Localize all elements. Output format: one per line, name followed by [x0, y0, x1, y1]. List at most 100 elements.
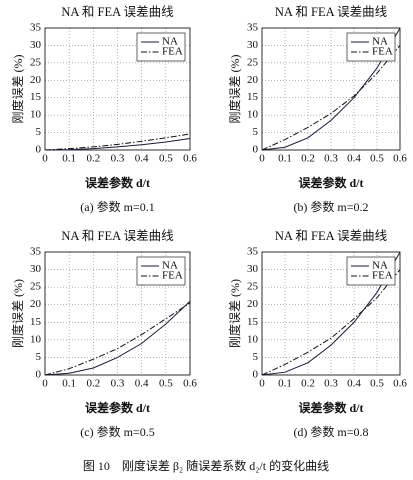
chart-title: NA 和 FEA 误差曲线	[61, 229, 174, 243]
data-line	[261, 251, 401, 376]
x-tick-label: 0	[259, 378, 265, 390]
y-tick-label: 20	[247, 298, 259, 310]
y-tick-label: 5	[253, 126, 259, 138]
y-tick-label: 0	[36, 369, 42, 381]
x-tick-label: 0.1	[278, 378, 292, 390]
y-tick-label: 25	[30, 281, 42, 293]
x-tick-label: 0	[42, 153, 48, 165]
data-line	[44, 138, 191, 151]
y-tick-label: 20	[247, 74, 259, 86]
plot-frame	[44, 251, 191, 376]
legend-box	[136, 32, 186, 62]
legend-label: FEA	[162, 46, 183, 58]
x-tick-label: 0.4	[347, 153, 361, 165]
y-tick-label: 25	[30, 56, 42, 68]
data-line	[44, 300, 191, 376]
x-tick-label: 0.6	[393, 378, 407, 390]
y-tick-label: 15	[30, 91, 42, 103]
x-tick-label: 0.1	[62, 153, 76, 165]
legend-box	[136, 256, 186, 286]
panel-caption: (a) 参数 m=0.1	[80, 199, 154, 214]
figure-caption: 图 10 刚度误差 β₂ 随误差系数 d₂/t 的变化曲线	[83, 458, 329, 473]
x-tick-label: 0.4	[135, 153, 149, 165]
x-tick-label: 0.5	[370, 153, 384, 165]
y-tick-label: 0	[253, 369, 259, 381]
panel-caption: (c) 参数 m=0.5	[80, 424, 154, 439]
y-axis-label: 刚度误差 (%)	[10, 279, 25, 348]
x-tick-label: 0.5	[159, 378, 173, 390]
x-tick-label: 0	[259, 153, 265, 165]
y-tick-label: 25	[247, 56, 259, 68]
legend-box	[346, 256, 396, 286]
data-line	[261, 269, 401, 376]
x-tick-label: 0.1	[62, 378, 76, 390]
y-tick-label: 35	[30, 22, 42, 34]
y-tick-label: 5	[36, 126, 42, 138]
x-tick-label: 0.2	[86, 153, 100, 165]
x-tick-label: 0.6	[393, 153, 407, 165]
chart-title: NA 和 FEA 误差曲线	[275, 5, 388, 19]
y-tick-label: 30	[247, 263, 259, 275]
y-tick-label: 35	[247, 246, 259, 258]
legend-box	[346, 32, 396, 62]
y-tick-label: 30	[30, 39, 42, 51]
y-tick-label: 35	[30, 246, 42, 258]
data-line	[261, 45, 401, 151]
x-axis-label: 误差参数 d/t	[85, 400, 150, 415]
chart-title: NA 和 FEA 误差曲线	[275, 229, 388, 243]
x-tick-label: 0.4	[135, 378, 149, 390]
x-tick-label: 0.5	[370, 378, 384, 390]
y-tick-label: 30	[247, 39, 259, 51]
x-tick-label: 0.3	[324, 153, 338, 165]
x-tick-label: 0.2	[301, 153, 315, 165]
x-tick-label: 0.6	[183, 378, 197, 390]
panel-caption: (b) 参数 m=0.2	[293, 199, 368, 214]
y-tick-label: 15	[30, 316, 42, 328]
y-tick-label: 10	[247, 333, 259, 345]
legend-label: NA	[372, 260, 388, 272]
legend-label: NA	[162, 260, 178, 272]
x-tick-label: 0.3	[111, 153, 125, 165]
plot-frame	[261, 251, 401, 376]
legend-label: FEA	[372, 46, 393, 58]
legend-label: FEA	[372, 270, 393, 282]
y-tick-label: 0	[253, 144, 259, 156]
plot-frame	[44, 27, 191, 151]
x-tick-label: 0.3	[324, 378, 338, 390]
y-tick-label: 5	[253, 351, 259, 363]
x-tick-label: 0.1	[278, 153, 292, 165]
x-tick-label: 0.2	[301, 378, 315, 390]
y-tick-label: 5	[36, 351, 42, 363]
y-axis-label: 刚度误差 (%)	[10, 55, 25, 124]
data-line	[261, 27, 401, 151]
y-tick-label: 0	[36, 144, 42, 156]
data-line	[44, 302, 191, 376]
legend-label: NA	[162, 36, 178, 48]
y-tick-label: 10	[247, 109, 259, 121]
y-axis-label: 刚度误差 (%)	[227, 279, 242, 348]
y-tick-label: 20	[30, 74, 42, 86]
plot-frame	[261, 27, 401, 151]
legend-label: FEA	[162, 270, 183, 282]
y-tick-label: 15	[247, 91, 259, 103]
y-tick-label: 20	[30, 298, 42, 310]
x-axis-label: 误差参数 d/t	[298, 400, 363, 415]
y-tick-label: 10	[30, 109, 42, 121]
y-axis-label: 刚度误差 (%)	[227, 55, 242, 124]
x-tick-label: 0.6	[183, 153, 197, 165]
x-axis-label: 误差参数 d/t	[85, 175, 150, 190]
chart-title: NA 和 FEA 误差曲线	[61, 5, 174, 19]
y-tick-label: 10	[30, 333, 42, 345]
y-tick-label: 35	[247, 22, 259, 34]
x-axis-label: 误差参数 d/t	[298, 175, 363, 190]
y-tick-label: 15	[247, 316, 259, 328]
y-tick-label: 25	[247, 281, 259, 293]
legend-label: NA	[372, 36, 388, 48]
data-line	[44, 133, 191, 151]
x-tick-label: 0.5	[159, 153, 173, 165]
panel-caption: (d) 参数 m=0.8	[293, 424, 368, 439]
x-tick-label: 0.3	[111, 378, 125, 390]
x-tick-label: 0.4	[347, 378, 361, 390]
x-tick-label: 0.2	[86, 378, 100, 390]
